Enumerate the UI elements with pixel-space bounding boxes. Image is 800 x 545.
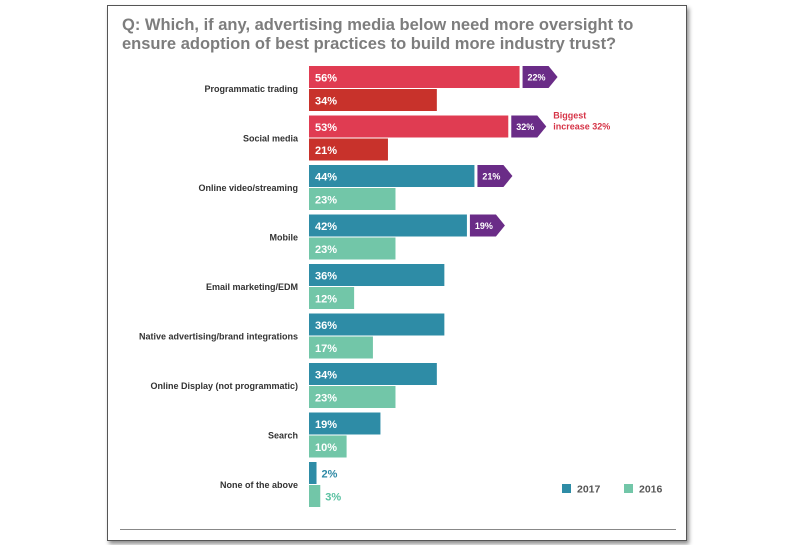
value-label-2017: 2% [322, 469, 338, 481]
bar-2016 [309, 237, 396, 260]
value-label-2016: 10% [315, 442, 337, 454]
value-label-2016: 34% [315, 96, 337, 108]
bar-2017 [309, 264, 445, 286]
category-label: Email marketing/EDM [206, 282, 298, 292]
bar-2016 [309, 485, 321, 507]
bar-2017 [309, 115, 509, 138]
value-label-2017: 36% [315, 320, 337, 332]
bar-2017 [309, 363, 437, 385]
bar-2017 [309, 313, 445, 336]
category-label: Online video/streaming [198, 183, 298, 193]
bar-2017 [309, 165, 475, 187]
value-label-2017: 44% [315, 172, 337, 184]
increase-badge [511, 115, 547, 138]
chart-title: Q: Which, if any, advertising media belo… [122, 16, 634, 53]
value-label-2016: 21% [315, 145, 337, 157]
value-label-2016: 3% [325, 492, 341, 504]
value-label-2016: 23% [315, 393, 337, 405]
category-label: Mobile [270, 233, 299, 243]
bar-2017 [309, 412, 381, 435]
bar-2016 [309, 89, 437, 111]
value-label-2017: 36% [315, 271, 337, 283]
value-label-2017: 19% [315, 419, 337, 431]
category-label: Native advertising/brand integrations [139, 332, 298, 342]
value-label-2016: 23% [315, 195, 337, 207]
increase-badge [477, 165, 513, 187]
increase-label: 32% [516, 122, 534, 132]
footer-divider [120, 529, 676, 530]
category-label: Online Display (not programmatic) [150, 381, 298, 391]
bar-2016 [309, 336, 373, 359]
chart-card: Q: Which, if any, advertising media belo… [107, 5, 687, 541]
increase-badge [522, 66, 558, 88]
bar-2017 [309, 214, 467, 237]
increase-label: 19% [475, 221, 493, 231]
bar-2016 [309, 287, 355, 309]
value-label-2016: 12% [315, 294, 337, 306]
bar-2016 [309, 138, 388, 161]
legend-label-2017: 2017 [577, 484, 601, 496]
bar-2017 [309, 66, 520, 88]
category-label: Social media [243, 134, 299, 144]
bar-2016 [309, 386, 396, 408]
increase-label: 22% [528, 73, 546, 83]
increase-label: 21% [482, 172, 500, 182]
category-label: Search [268, 431, 298, 441]
bar-2017 [309, 462, 317, 484]
note-line-1: Biggest [553, 111, 586, 121]
legend-swatch-2017 [562, 484, 571, 493]
note-line-2: increase 32% [553, 122, 610, 132]
value-label-2017: 42% [315, 221, 337, 233]
increase-badge [469, 214, 505, 237]
category-label: Programmatic trading [204, 84, 298, 94]
value-label-2016: 23% [315, 244, 337, 256]
legend-swatch-2016 [624, 484, 633, 493]
bar-2016 [309, 435, 347, 458]
value-label-2017: 56% [315, 73, 337, 85]
bar-2016 [309, 188, 396, 210]
value-label-2017: 53% [315, 122, 337, 134]
bar-chart: Programmatic trading 56% 34% 22% Social medi… [139, 66, 663, 507]
category-label: None of the above [220, 480, 298, 490]
legend-label-2016: 2016 [639, 484, 663, 496]
value-label-2016: 17% [315, 343, 337, 355]
value-label-2017: 34% [315, 370, 337, 382]
